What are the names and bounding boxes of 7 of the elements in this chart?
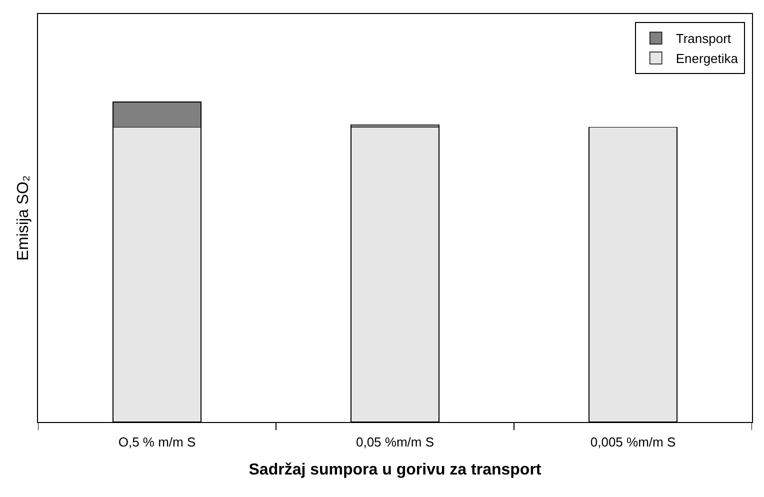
x-tick-label: 0,05 %m/m S: [356, 434, 434, 450]
x-axis-title: Sadržaj sumpora u gorivu za transport: [248, 461, 542, 478]
legend-label: Transport: [676, 31, 732, 46]
x-tick-label: O,5 % m/m S: [118, 434, 196, 450]
legend-label: Energetika: [676, 51, 739, 66]
x-tick-label: 0,005 %m/m S: [590, 434, 676, 450]
y-axis-title: Emisija SO₂: [14, 175, 32, 261]
